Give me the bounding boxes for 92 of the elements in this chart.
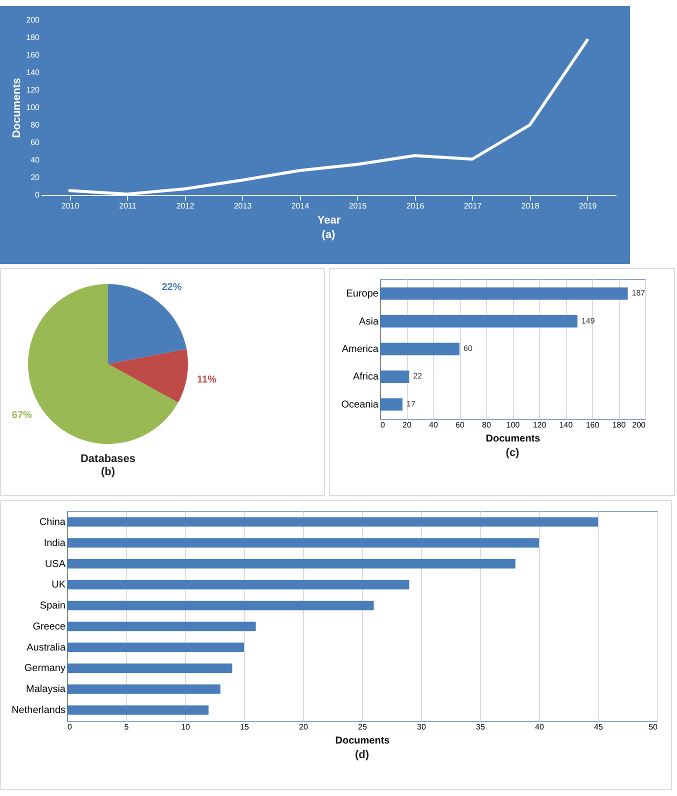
- y-tick-label: India: [44, 538, 66, 549]
- text: (a): [322, 229, 336, 241]
- x-axis-title: Documents: [335, 736, 390, 746]
- x-tick-label: 2012: [176, 202, 195, 210]
- x-tick-label: 2017: [464, 202, 482, 210]
- y-tick-label: 40: [30, 156, 40, 164]
- x-tick-label: 60: [456, 420, 465, 430]
- x-tick-label: 40: [429, 420, 438, 430]
- y-tick-label: 80: [30, 120, 40, 130]
- x-tick-label: 5: [124, 722, 130, 732]
- y-tick-label: Australia: [26, 642, 66, 654]
- y-tick-label: UK: [52, 580, 66, 591]
- y-tick-label: Asia: [359, 316, 379, 328]
- x-tick-label: 2014: [291, 202, 310, 210]
- bar: [67, 538, 539, 548]
- bar: [380, 287, 628, 300]
- data-label: 60: [464, 344, 473, 353]
- y-tick-label: 140: [26, 68, 40, 77]
- x-tick-label: 80: [482, 420, 492, 430]
- bar: [67, 600, 374, 610]
- y-tick-label: America: [342, 344, 379, 355]
- pie-slice: [108, 349, 188, 403]
- y-tick-label: Oceania: [341, 399, 379, 410]
- x-axis-title: Year: [317, 214, 342, 226]
- x-tick-label: 0: [68, 722, 72, 732]
- data-label: 17: [406, 399, 416, 408]
- bar: [380, 370, 410, 383]
- bar: [67, 664, 232, 673]
- bar: [380, 315, 578, 328]
- text: (d): [354, 749, 370, 761]
- data-label: 22%: [162, 282, 182, 293]
- y-tick-label: Malaysia: [26, 684, 66, 696]
- y-tick-label: Netherlands: [12, 705, 66, 716]
- y-tick-label: Africa: [352, 372, 379, 383]
- bar: [67, 580, 410, 590]
- text: Databases: [80, 453, 136, 465]
- x-tick-label: 40: [535, 722, 544, 732]
- y-tick-label: USA: [44, 558, 66, 570]
- bar: [67, 684, 220, 694]
- x-tick-label: 50: [648, 722, 658, 732]
- bar: [67, 622, 256, 632]
- y-tick-label: Europe: [346, 288, 379, 300]
- x-axis-title: Documents: [486, 434, 541, 444]
- x-tick-label: 140: [559, 420, 574, 430]
- y-tick-label: Greece: [32, 621, 66, 632]
- y-tick-label: 180: [26, 33, 40, 42]
- x-tick-label: 120: [532, 420, 547, 430]
- x-tick-label: 30: [417, 722, 426, 732]
- bar: [380, 398, 403, 411]
- data-label: 187: [632, 288, 646, 298]
- data-label: 22: [413, 372, 423, 381]
- x-tick-label: 2019: [578, 202, 598, 210]
- x-tick-label: 2013: [234, 202, 252, 210]
- x-tick-label: 200: [632, 420, 646, 430]
- y-tick-label: Spain: [40, 600, 66, 612]
- y-tick-label: 160: [26, 50, 40, 60]
- x-tick-label: 100: [506, 420, 520, 430]
- y-axis-title: Documents: [11, 78, 24, 138]
- data-label: 149: [581, 316, 596, 326]
- x-tick-label: 0: [380, 420, 386, 430]
- x-tick-label: 35: [476, 722, 486, 732]
- x-tick-label: 25: [358, 722, 368, 732]
- x-tick-label: 20: [402, 420, 412, 430]
- pie-slice: [108, 284, 187, 364]
- x-tick-label: 2011: [119, 202, 137, 210]
- x-tick-label: 160: [586, 420, 600, 430]
- data-label: 67%: [12, 410, 32, 421]
- text: (b): [100, 466, 116, 478]
- y-tick-label: 60: [30, 138, 40, 147]
- bar: [67, 642, 244, 652]
- y-tick-label: 120: [26, 86, 40, 94]
- bar: [67, 517, 598, 527]
- bar: [67, 705, 209, 715]
- y-tick-label: 200: [26, 16, 40, 24]
- text: (c): [506, 447, 520, 459]
- y-tick-label: 0: [35, 190, 40, 200]
- y-tick-label: 20: [30, 173, 40, 182]
- x-tick-label: 180: [612, 420, 626, 430]
- x-tick-label: 10: [181, 722, 190, 732]
- x-tick-label: 2016: [406, 202, 425, 210]
- y-tick-label: Germany: [24, 663, 66, 674]
- x-tick-label: 45: [594, 722, 604, 732]
- x-tick-label: 2010: [61, 202, 80, 210]
- data-label: 11%: [197, 374, 217, 386]
- y-tick-label: 100: [26, 103, 40, 112]
- x-tick-label: 15: [240, 722, 250, 732]
- x-tick-label: 2018: [521, 202, 540, 210]
- bar: [380, 342, 460, 356]
- bar: [67, 559, 516, 568]
- x-tick-label: 2015: [348, 202, 368, 210]
- y-tick-label: China: [39, 516, 66, 528]
- x-tick-label: 20: [299, 722, 308, 732]
